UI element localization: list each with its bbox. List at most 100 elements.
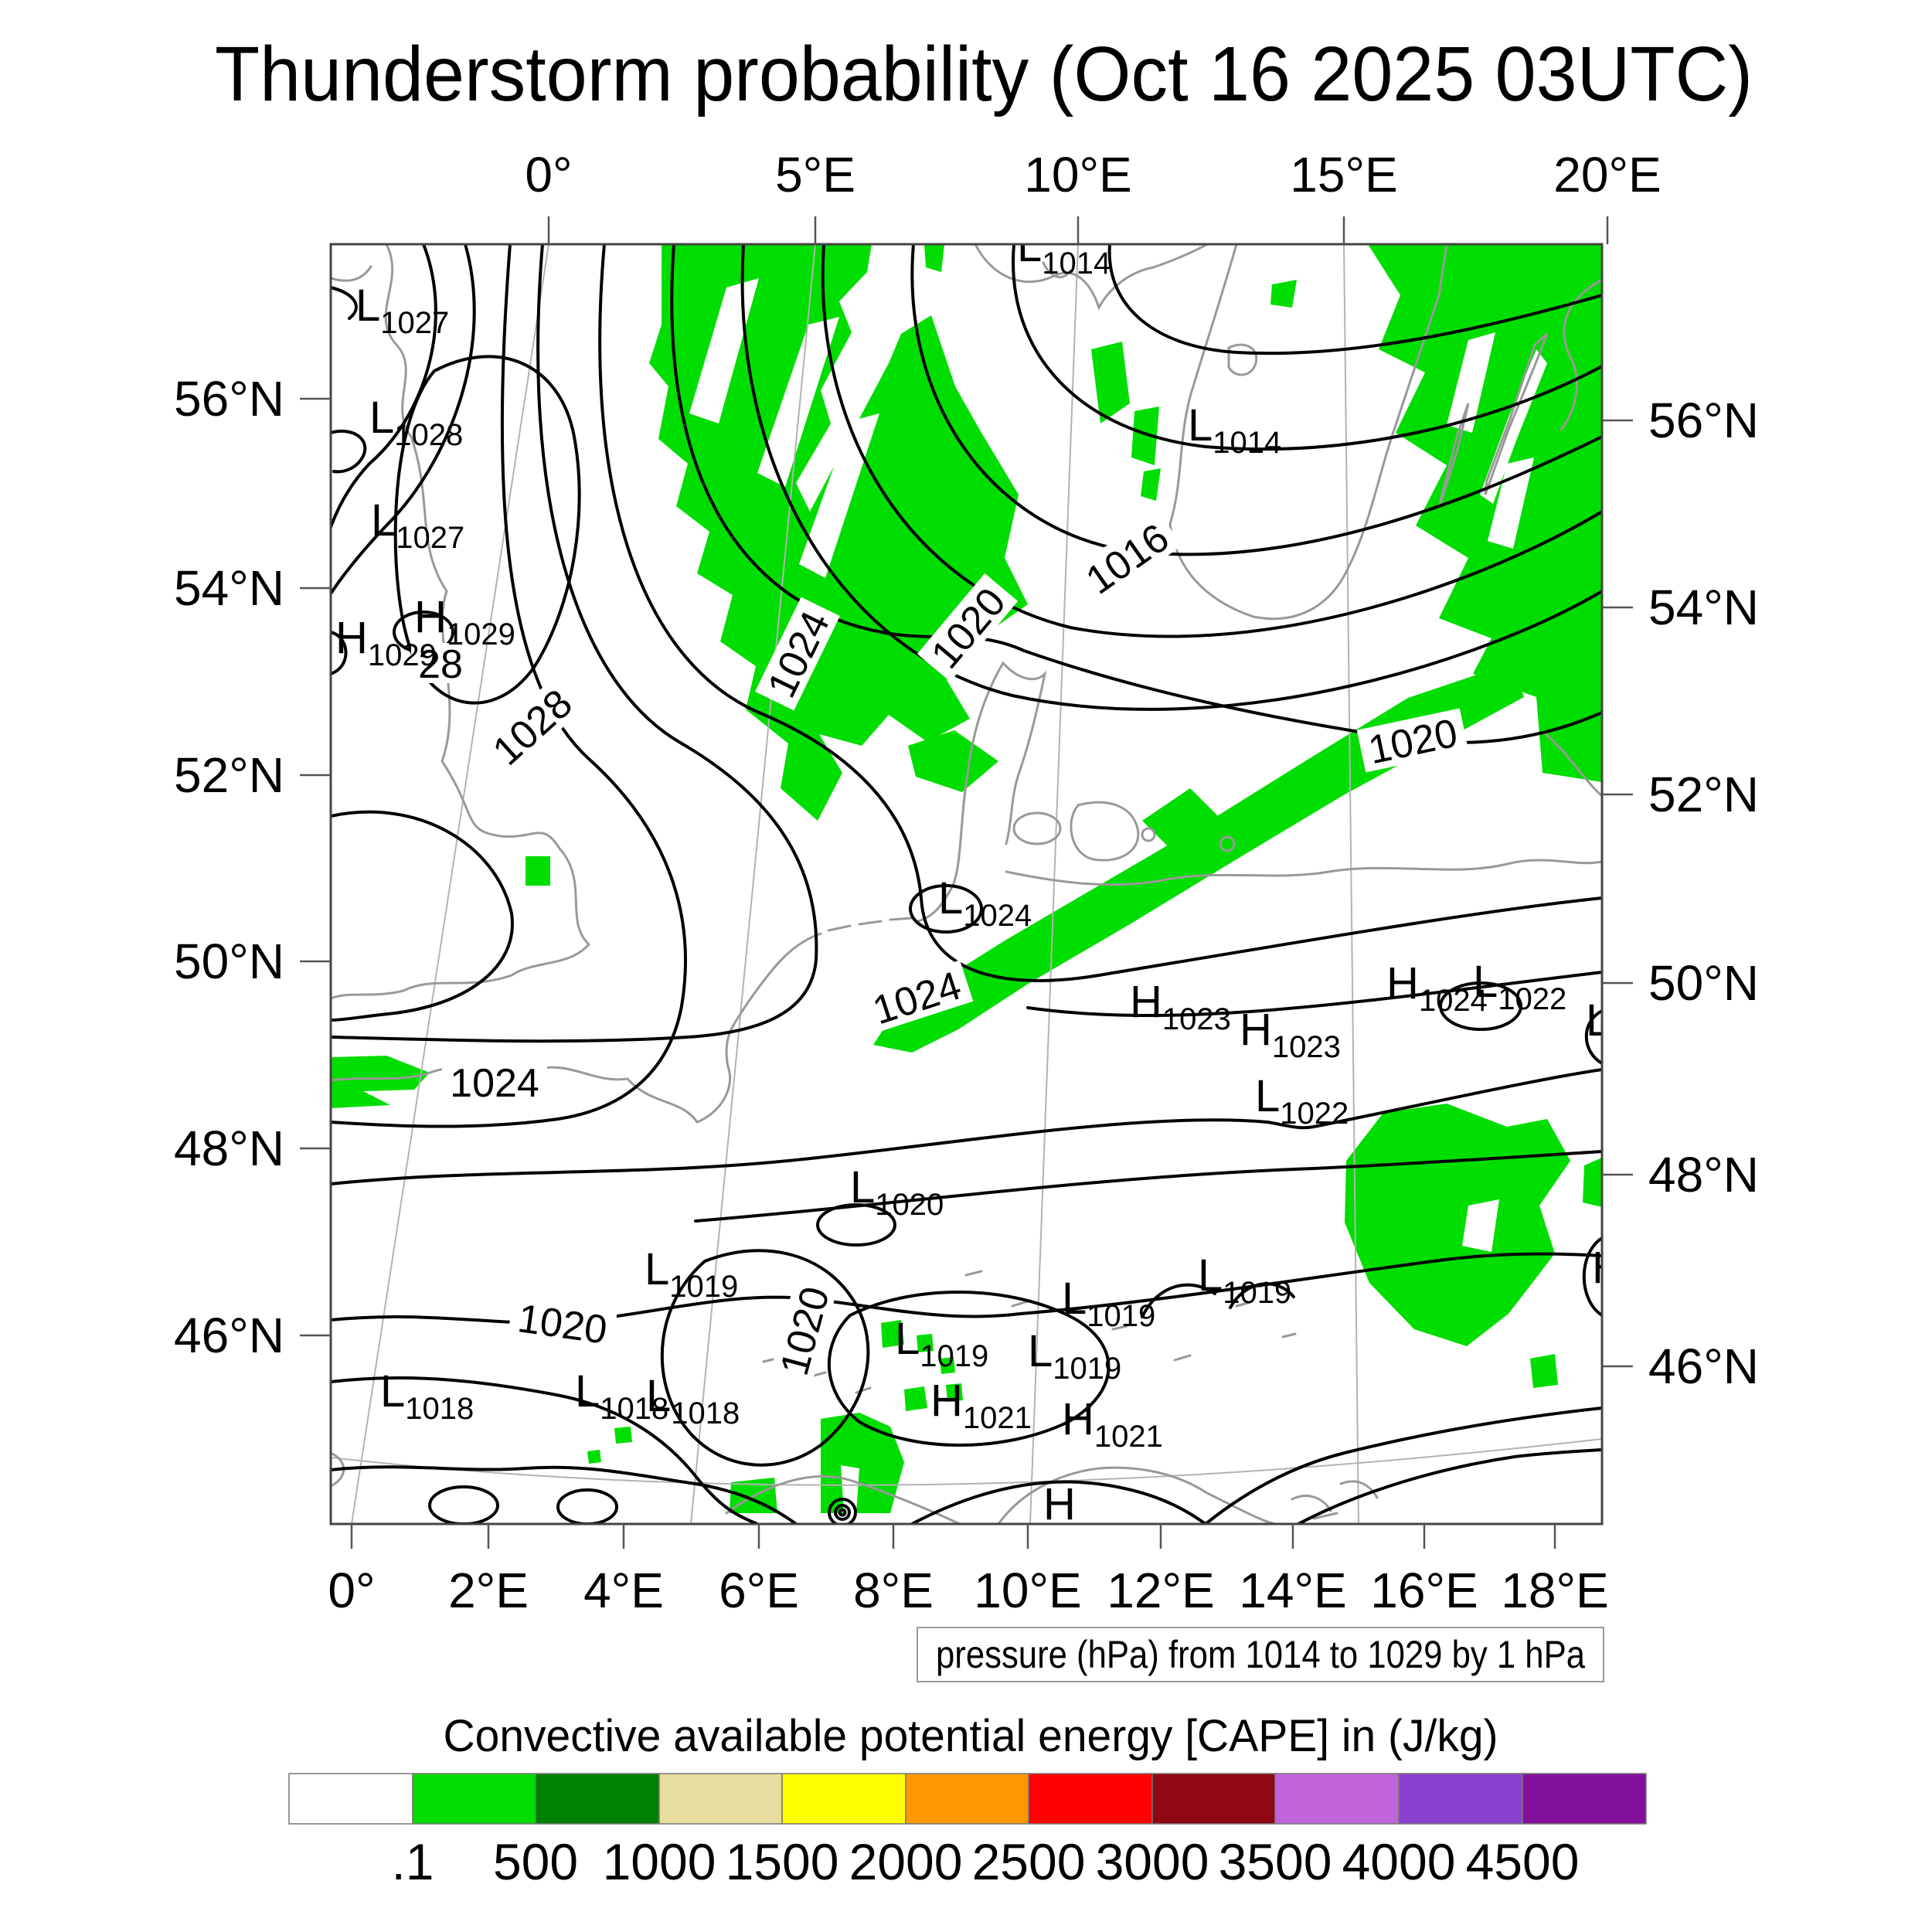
pressure-center: H xyxy=(1043,1479,1076,1529)
bottom-axis-label: 2°E xyxy=(448,1563,529,1618)
pressure-value: 1019 xyxy=(1087,1299,1155,1333)
left-axis-label: 52°N xyxy=(174,747,284,803)
pressure-letter: L xyxy=(1188,400,1213,451)
coastline-britain xyxy=(331,244,591,1000)
coastline-baltic-south xyxy=(1005,859,1602,886)
cape-region-southeast xyxy=(1345,1104,1570,1346)
pressure-letter: L xyxy=(1062,1274,1087,1324)
coastline-bornholm xyxy=(1219,835,1236,852)
pressure-value: 1018 xyxy=(600,1392,668,1426)
isobar-1018-west xyxy=(331,1465,798,1524)
pressure-letter: H xyxy=(335,613,368,663)
pressure-center: L1018 xyxy=(646,1371,740,1430)
pressure-center: H1029 xyxy=(335,613,437,672)
right-axis-label: 56°N xyxy=(1648,393,1759,448)
isobar-1018-east xyxy=(1297,1448,1602,1524)
pressure-value: 1029 xyxy=(368,638,437,672)
isobar-l1024-loop xyxy=(909,884,983,934)
isobar-1019-west xyxy=(331,1376,759,1524)
colorbar-tick-label: 1000 xyxy=(603,1833,716,1890)
colorbar-tick-label: 4500 xyxy=(1466,1833,1580,1890)
coastline-fjord xyxy=(1042,261,1072,279)
contour-value-labels: 1028 1024 1020 1016 1020 1024 1024 1020 … xyxy=(411,510,1469,1387)
colorbar-cell xyxy=(1151,1773,1276,1825)
pressure-centers: L1027 L1028 L1027 H1029 H1029 L1014 L101… xyxy=(335,221,1628,1529)
pressure-letter: L xyxy=(645,1244,669,1294)
colorbar-cell xyxy=(658,1773,783,1825)
pressure-value: 1018 xyxy=(671,1396,740,1430)
contour-label-bg xyxy=(917,573,1019,682)
colorbar-cell xyxy=(905,1773,1029,1825)
right-axis-label: 46°N xyxy=(1648,1338,1759,1394)
pressure-letter: L xyxy=(938,873,963,923)
top-axis-label: 15°E xyxy=(1290,147,1397,202)
isobar-1029-edge xyxy=(331,631,348,675)
isobar-edge-h xyxy=(1582,1236,1602,1317)
coastline-sjaelland xyxy=(1070,801,1140,862)
meridian-5e xyxy=(690,244,816,1524)
pressure-center: H xyxy=(1592,1243,1624,1293)
cape-region-front-band xyxy=(873,663,1524,1053)
contour-label-bg xyxy=(411,643,470,683)
cape-region-south-cluster xyxy=(730,1413,904,1513)
pressure-letter: L xyxy=(1017,221,1042,271)
contour-label-bg xyxy=(769,1274,838,1387)
isobar-1019-east xyxy=(1204,1406,1602,1524)
pressure-center: L1022 xyxy=(1473,957,1566,1016)
pressure-value: 1022 xyxy=(1498,982,1566,1016)
bottom-axis-label: 12°E xyxy=(1107,1563,1214,1618)
pressure-value: 1022 xyxy=(1280,1097,1349,1131)
cape-region-speckle xyxy=(526,856,550,886)
coastline-lake-vanern xyxy=(1227,343,1258,376)
right-axis-label: 48°N xyxy=(1648,1147,1759,1202)
isobars xyxy=(331,244,1602,1524)
isobar-1022-trough xyxy=(331,244,818,1043)
colorbar-cell xyxy=(1028,1773,1153,1825)
pressure-center: L1018 xyxy=(575,1366,668,1426)
coastline-firth xyxy=(331,265,372,282)
colorbar-tick-label: 2000 xyxy=(849,1833,963,1890)
isobar-blob xyxy=(838,1508,847,1517)
map-frame xyxy=(329,243,1604,1526)
pressure-center: L1027 xyxy=(355,281,449,340)
isobar-adriatic-wave xyxy=(910,1480,1207,1524)
pressure-value: 1021 xyxy=(1094,1420,1163,1454)
pressure-center: L1028 xyxy=(369,393,463,452)
coastline-norway xyxy=(974,244,1209,311)
bottom-axis-label: 6°E xyxy=(719,1563,799,1618)
coastline-baltic-east xyxy=(1544,278,1602,798)
coastline-alpine-lakes xyxy=(762,1270,1297,1394)
left-axis: 56°N 54°N 52°N 50°N 48°N 46°N xyxy=(174,371,284,1363)
contour-label: 28 xyxy=(418,642,463,687)
contour-label-bg xyxy=(1356,708,1469,773)
contour-label: 1024 xyxy=(450,1061,539,1106)
isobar-edge-loop xyxy=(1584,1009,1602,1065)
meridian-15e xyxy=(1343,244,1359,1524)
pressure-letter: H xyxy=(1130,977,1162,1027)
pressure-center: L1014 xyxy=(1017,221,1111,281)
colorbar-tick-label: .1 xyxy=(391,1833,434,1890)
colorbar-tick-label: 2500 xyxy=(972,1833,1086,1890)
pressure-center: L1014 xyxy=(1188,400,1281,460)
pressure-center: H1029 xyxy=(414,592,515,651)
cape-region-speckle xyxy=(908,730,998,792)
pressure-center: L1024 xyxy=(938,873,1032,933)
bottom-axis-label: 4°E xyxy=(583,1563,664,1618)
pressure-value: 1023 xyxy=(1272,1030,1341,1064)
pressure-value: 1014 xyxy=(1042,247,1111,281)
pressure-value: 1021 xyxy=(963,1401,1032,1435)
coastline-wadden-islands xyxy=(827,917,913,932)
pressure-center: L1 xyxy=(1586,995,1628,1055)
left-axis-label: 54°N xyxy=(174,560,284,616)
pressure-letter: L xyxy=(369,393,394,443)
cape-region-speckle xyxy=(1530,1158,1602,1388)
bottom-axis-label: 14°E xyxy=(1239,1563,1346,1618)
pressure-value: 1019 xyxy=(1223,1276,1291,1310)
pressure-center: H1021 xyxy=(1062,1394,1163,1454)
isobar-1014 xyxy=(1107,244,1602,355)
pressure-letter: L xyxy=(646,1371,671,1421)
pressure-letter: L xyxy=(380,1366,405,1417)
pressure-center: L1027 xyxy=(371,495,464,555)
cape-gap xyxy=(757,317,839,487)
colorbar-cell xyxy=(1274,1773,1400,1825)
